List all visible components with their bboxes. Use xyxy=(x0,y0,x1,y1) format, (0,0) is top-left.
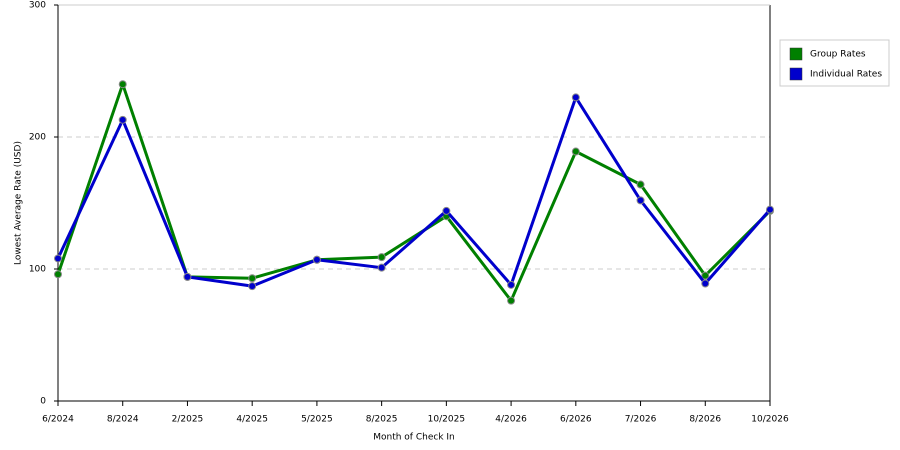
point xyxy=(507,296,516,305)
legend-label: Group Rates xyxy=(810,50,866,60)
x-tick-label: 8/2026 xyxy=(689,415,721,425)
x-tick-label: 4/2025 xyxy=(236,415,268,425)
point xyxy=(118,115,127,124)
y-tick-label: 100 xyxy=(29,265,46,275)
y-tick-label: 300 xyxy=(29,1,46,11)
x-tick-label: 7/2026 xyxy=(625,415,657,425)
point xyxy=(636,196,645,205)
point xyxy=(571,93,580,102)
point xyxy=(636,180,645,189)
point xyxy=(377,263,386,272)
point xyxy=(766,205,774,214)
series-line xyxy=(56,82,772,303)
legend-label: Individual Rates xyxy=(810,70,882,80)
x-tick-label: 6/2026 xyxy=(560,415,592,425)
y-axis-label: Lowest Average Rate (USD) xyxy=(14,141,24,265)
x-tick-label: 8/2024 xyxy=(107,415,139,425)
x-tick-label: 10/2025 xyxy=(428,415,465,425)
x-tick-label: 2/2025 xyxy=(172,415,204,425)
y-tick-label: 200 xyxy=(29,133,46,143)
legend-swatch xyxy=(789,67,803,81)
point xyxy=(507,280,516,289)
legend-swatch xyxy=(789,47,803,61)
point xyxy=(312,255,321,264)
x-tick-label: 5/2025 xyxy=(301,415,333,425)
point xyxy=(701,271,710,280)
point xyxy=(377,253,386,262)
x-tick-label: 10/2026 xyxy=(751,415,789,425)
x-axis-label: Month of Check In xyxy=(373,433,455,443)
series-line xyxy=(56,95,772,288)
point xyxy=(571,147,580,156)
x-tick-label: 6/2024 xyxy=(42,415,74,425)
point xyxy=(183,272,192,281)
point xyxy=(248,274,257,283)
point xyxy=(54,254,62,263)
x-tick-label: 8/2025 xyxy=(366,415,398,425)
x-tick-label: 4/2026 xyxy=(495,415,527,425)
point xyxy=(118,80,127,89)
point xyxy=(442,206,451,215)
point xyxy=(248,282,257,291)
y-tick-label: 0 xyxy=(40,397,46,407)
point xyxy=(701,279,710,288)
point xyxy=(54,270,62,279)
